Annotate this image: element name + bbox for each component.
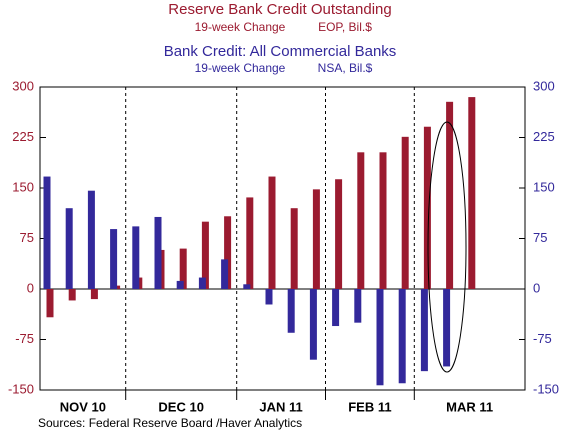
x-group-label: JAN 11 — [259, 399, 302, 414]
bar — [243, 284, 251, 289]
y-tick-label: 75 — [20, 230, 34, 245]
x-group-label: NOV 10 — [60, 399, 106, 414]
y-tick-label: 225 — [12, 129, 34, 144]
y-tick-label: 300 — [12, 78, 34, 93]
bar — [43, 176, 51, 289]
bar — [420, 289, 428, 372]
y2-tick-label: -150 — [533, 381, 559, 396]
y2-tick-label: 225 — [533, 129, 555, 144]
y-tick-label: 150 — [12, 179, 34, 194]
x-group-label: DEC 10 — [158, 399, 204, 414]
y-tick-label: -150 — [8, 381, 34, 396]
bar — [198, 277, 206, 289]
chart-title-2: Bank Credit: All Commercial Banks — [164, 43, 397, 60]
bar — [110, 229, 118, 289]
chart-subtitle: 19-week Change — [195, 20, 286, 34]
x-group-label: FEB 11 — [348, 399, 391, 414]
y-tick-label: -75 — [15, 331, 34, 346]
y2-tick-label: 75 — [533, 230, 547, 245]
bar — [379, 152, 387, 289]
bar — [154, 216, 162, 289]
bar — [179, 248, 187, 289]
bar — [376, 289, 384, 386]
y2-tick-label: -75 — [533, 331, 552, 346]
bar — [268, 176, 276, 289]
bar — [401, 136, 409, 289]
bar — [423, 126, 431, 289]
bar — [65, 208, 73, 289]
highlight-ellipse — [427, 121, 467, 373]
x-group-label: MAR 11 — [446, 399, 493, 414]
y-tick-label: 0 — [27, 280, 34, 295]
bar — [246, 197, 254, 289]
bar — [446, 101, 454, 290]
bar — [46, 289, 54, 318]
source: Sources: Federal Reserve Board /Haver An… — [38, 416, 302, 430]
y2-tick-label: 0 — [533, 280, 540, 295]
bar — [68, 289, 76, 301]
y2-tick-label: 150 — [533, 179, 555, 194]
bar — [90, 289, 98, 300]
bar — [287, 289, 295, 333]
bar — [398, 289, 406, 384]
bar — [332, 289, 340, 327]
bar — [201, 221, 209, 289]
bar — [468, 97, 476, 289]
bar — [132, 226, 140, 289]
bar — [443, 289, 451, 367]
chart-subtitle-2: 19-week Change — [195, 61, 286, 75]
bar — [335, 179, 343, 289]
bar — [224, 216, 232, 289]
bar — [176, 280, 184, 289]
y2-tick-label: 300 — [533, 78, 555, 93]
chart-title: Reserve Bank Credit Outstanding — [168, 1, 391, 18]
bar — [87, 190, 95, 289]
bar — [290, 208, 298, 289]
bar — [312, 189, 320, 289]
unit-label-2: NSA, Bil.$ — [318, 61, 373, 75]
bar — [309, 289, 317, 360]
unit-label: EOP, Bil.$ — [318, 20, 372, 34]
bar — [357, 152, 365, 289]
bar — [265, 289, 273, 305]
bar — [221, 259, 229, 289]
bar — [354, 289, 362, 323]
